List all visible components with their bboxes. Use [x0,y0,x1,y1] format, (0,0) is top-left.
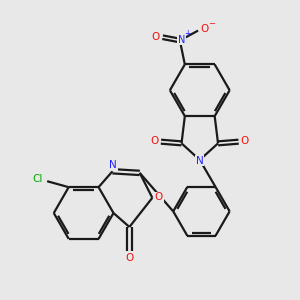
Text: O: O [240,136,249,146]
Text: −: − [208,19,215,28]
Text: N: N [109,160,117,170]
Text: O: O [152,32,160,41]
Text: N: N [178,35,185,45]
Text: O: O [155,192,163,202]
Text: O: O [201,24,209,34]
Text: O: O [151,136,159,146]
Text: O: O [125,253,134,263]
Text: N: N [196,156,204,166]
Text: +: + [184,29,190,38]
Text: Cl: Cl [33,174,43,184]
